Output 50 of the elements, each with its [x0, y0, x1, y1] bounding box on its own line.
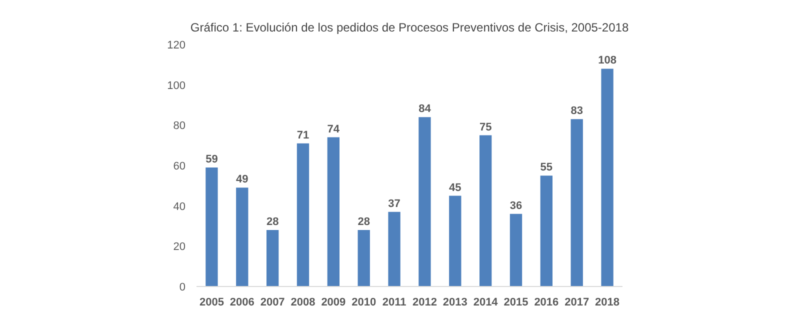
data-label: 74 [327, 123, 340, 136]
data-label: 59 [206, 154, 218, 166]
bar [296, 143, 310, 286]
y-tick-label: 0 [179, 282, 186, 294]
x-tick-label: 2012 [412, 296, 437, 308]
bar [358, 230, 370, 286]
x-tick-label: 2010 [352, 296, 376, 308]
x-tick-label: 2009 [321, 296, 346, 308]
data-label: 83 [570, 105, 583, 118]
y-tick-label: 20 [173, 241, 186, 254]
y-tick-label: 120 [167, 40, 186, 52]
bar [601, 68, 614, 286]
x-tick-label: 2014 [473, 296, 499, 308]
bar [388, 212, 400, 286]
x-tick-label: 2017 [564, 296, 590, 308]
data-label: 36 [510, 200, 522, 212]
bar [510, 214, 522, 286]
x-tick-label: 2018 [595, 296, 620, 308]
x-tick-label: 2013 [442, 296, 468, 308]
bar [266, 230, 279, 286]
bar [236, 188, 248, 286]
bar [570, 119, 583, 286]
bar [418, 117, 431, 286]
data-label: 49 [236, 174, 248, 186]
x-tick-label: 2008 [290, 296, 316, 308]
y-tick-label: 60 [173, 160, 186, 172]
bar [540, 176, 553, 286]
x-tick-label: 2016 [534, 296, 559, 308]
data-label: 37 [388, 198, 400, 210]
x-tick-label: 2011 [382, 296, 406, 308]
x-tick-label: 2006 [230, 296, 254, 308]
bar [206, 168, 218, 286]
data-label: 28 [358, 216, 370, 228]
data-label: 28 [266, 216, 279, 228]
bar [479, 135, 492, 286]
x-tick-label: 2005 [199, 296, 224, 308]
bar [327, 137, 340, 286]
data-label: 84 [418, 103, 432, 116]
y-tick-label: 40 [173, 200, 186, 213]
x-tick-label: 2015 [504, 296, 528, 308]
data-label: 108 [598, 54, 616, 67]
data-label: 55 [540, 162, 553, 174]
data-label: 75 [479, 121, 492, 134]
chart-title: Gráfico 1: Evolución de los pedidos de Procesos Preventivos de Crisis, 2005-2018 [190, 20, 629, 34]
x-tick-label: 2007 [260, 296, 285, 308]
y-tick-label: 80 [173, 120, 186, 132]
data-label: 71 [296, 129, 310, 142]
y-tick-label: 100 [167, 80, 186, 92]
bar [449, 196, 462, 286]
data-label: 45 [449, 182, 462, 194]
